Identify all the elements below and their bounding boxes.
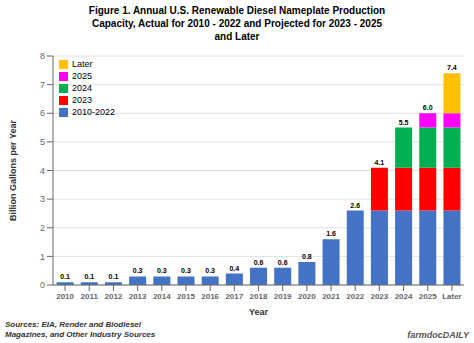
html-text:farmdocDAILY: farmdocDAILY	[407, 330, 469, 340]
svg-text:0.3: 0.3	[181, 267, 191, 274]
html-text:2010-2022: 2010-2022	[72, 107, 115, 117]
svg-text:7.4: 7.4	[447, 64, 457, 71]
svg-text:2024: 2024	[395, 292, 413, 301]
html-text:2023: 2023	[72, 95, 92, 105]
svg-text:2013: 2013	[129, 292, 147, 301]
svg-text:0.6: 0.6	[254, 259, 264, 266]
svg-text:0.8: 0.8	[302, 253, 312, 260]
html-text:Sources: EIA, Render and Biodi: Sources: EIA, Render and Biodiesel Magaz…	[5, 320, 156, 339]
svg-text:2017: 2017	[225, 292, 243, 301]
svg-text:2016: 2016	[201, 292, 219, 301]
svg-text:2.6: 2.6	[350, 202, 360, 209]
svg-text:5.5: 5.5	[399, 119, 409, 126]
svg-text:1.6: 1.6	[326, 230, 336, 237]
svg-text:0.3: 0.3	[133, 267, 143, 274]
svg-text:2018: 2018	[250, 292, 268, 301]
svg-text:2020: 2020	[298, 292, 316, 301]
svg-text:2012: 2012	[105, 292, 123, 301]
svg-text:4: 4	[40, 166, 45, 176]
svg-text:2023: 2023	[370, 292, 388, 301]
html-text:Later: Later	[72, 59, 93, 69]
svg-text:2019: 2019	[274, 292, 292, 301]
svg-text:0.6: 0.6	[278, 259, 288, 266]
svg-text:2015: 2015	[177, 292, 195, 301]
svg-text:6.0: 6.0	[423, 104, 433, 111]
svg-text:0.3: 0.3	[205, 267, 215, 274]
svg-text:4.1: 4.1	[375, 159, 385, 166]
svg-text:8: 8	[40, 51, 45, 61]
svg-text:0.4: 0.4	[229, 265, 239, 272]
svg-text:1: 1	[40, 252, 45, 262]
svg-text:7: 7	[40, 80, 45, 90]
svg-text:5: 5	[40, 137, 45, 147]
html-text:Figure 1. Annual U.S. Renewabl: Figure 1. Annual U.S. Renewable Diesel N…	[88, 5, 386, 42]
svg-text:Billion Gallons per Year: Billion Gallons per Year	[8, 120, 18, 221]
svg-text:2010: 2010	[56, 292, 74, 301]
svg-text:Year: Year	[249, 307, 269, 317]
html-text:2024: 2024	[72, 83, 92, 93]
svg-text:0: 0	[40, 280, 45, 290]
svg-text:2014: 2014	[153, 292, 171, 301]
svg-text:2025: 2025	[419, 292, 437, 301]
svg-text:2: 2	[40, 223, 45, 233]
svg-text:0.1: 0.1	[60, 273, 70, 280]
svg-text:6: 6	[40, 108, 45, 118]
svg-text:2011: 2011	[81, 292, 99, 301]
svg-text:2022: 2022	[346, 292, 364, 301]
svg-text:0.1: 0.1	[84, 273, 94, 280]
svg-text:3: 3	[40, 194, 45, 204]
svg-text:2021: 2021	[322, 292, 340, 301]
html-text:2025: 2025	[72, 71, 92, 81]
svg-text:0.3: 0.3	[157, 267, 167, 274]
svg-text:Later: Later	[442, 292, 462, 301]
svg-text:0.1: 0.1	[109, 273, 119, 280]
